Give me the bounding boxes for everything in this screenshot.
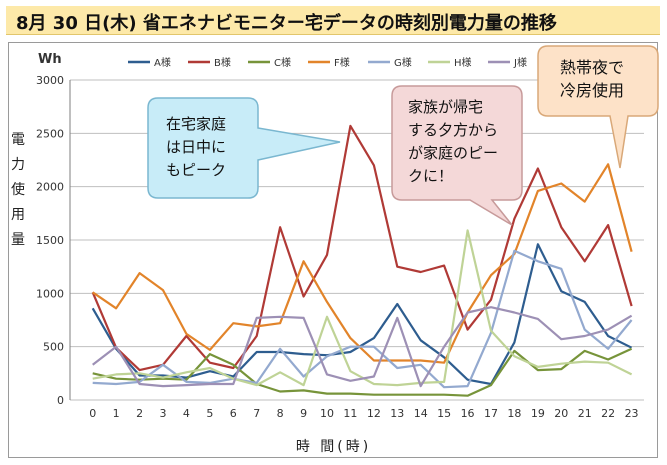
legend-label: B様 bbox=[214, 56, 231, 69]
legend-label: C様 bbox=[274, 56, 291, 69]
callouts bbox=[147, 45, 659, 226]
x-tick-label: 19 bbox=[531, 407, 545, 420]
series-lines bbox=[91, 124, 633, 397]
y-axis-label: 電力使用量 bbox=[11, 132, 25, 248]
x-tick-label: 14 bbox=[414, 407, 428, 420]
series-line-5 bbox=[92, 249, 633, 389]
callout-evening-peak-label: 家族が帰宅 する夕方から が家庭のピー クに！ bbox=[408, 98, 499, 185]
x-tick-label: 8 bbox=[277, 407, 284, 420]
callout-tropical-night-label: 熱帯夜で 冷房使用 bbox=[560, 58, 625, 100]
title-bar: 8月 30 日(木) 省エネナビモニター宅データの時刻別電力量の推移 bbox=[6, 6, 660, 35]
x-tick-label: 17 bbox=[484, 407, 498, 420]
series-line-7 bbox=[92, 306, 633, 388]
y-tick-label: 500 bbox=[43, 341, 64, 354]
x-tick-label: 12 bbox=[367, 407, 381, 420]
x-tick-label: 10 bbox=[320, 407, 334, 420]
legend-label: A様 bbox=[154, 56, 171, 69]
y-tick-label: 1000 bbox=[36, 287, 64, 300]
y-tick-label: 2500 bbox=[36, 127, 64, 140]
x-tick-label: 18 bbox=[507, 407, 521, 420]
x-tick-label: 3 bbox=[160, 407, 167, 420]
x-tick-label: 23 bbox=[625, 407, 639, 420]
legend-label: J様 bbox=[513, 56, 527, 69]
callout-tropical-night bbox=[537, 45, 659, 169]
callout-evening-peak bbox=[391, 85, 523, 226]
x-tick-label: 16 bbox=[461, 407, 475, 420]
y-tick-label: 3000 bbox=[36, 74, 64, 87]
x-tick-label: 2 bbox=[136, 407, 143, 420]
page-title: 8月 30 日(木) 省エネナビモニター宅データの時刻別電力量の推移 bbox=[16, 13, 557, 34]
x-tick-label: 0 bbox=[89, 407, 96, 420]
x-tick-label: 13 bbox=[390, 407, 404, 420]
legend-label: F様 bbox=[334, 56, 350, 69]
legend-label: G様 bbox=[394, 56, 412, 69]
series-line-4 bbox=[92, 163, 633, 364]
y-tick-label: 1500 bbox=[36, 234, 64, 247]
callout-home-daytime bbox=[147, 97, 341, 199]
callout-tropical-night-text: 熱帯夜で 冷房使用 bbox=[560, 56, 624, 102]
callout-evening-peak-text: 家族が帰宅 する夕方から が家庭のピー クに！ bbox=[408, 96, 498, 188]
x-tick-label: 1 bbox=[113, 407, 120, 420]
y-tick-label: 0 bbox=[57, 394, 64, 407]
x-tick-label: 6 bbox=[230, 407, 237, 420]
series-line-1 bbox=[91, 243, 633, 386]
x-tick-label: 21 bbox=[578, 407, 592, 420]
x-tick-label: 9 bbox=[300, 407, 307, 420]
x-tick-label: 11 bbox=[343, 407, 357, 420]
x-tick-label: 7 bbox=[253, 407, 260, 420]
x-tick-label: 4 bbox=[183, 407, 190, 420]
y-unit-label: Wh bbox=[38, 52, 62, 67]
y-tick-label: 2000 bbox=[36, 181, 64, 194]
legend-label: H様 bbox=[454, 56, 472, 69]
callout-home-daytime-text: 在宅家庭 は日中に もピーク bbox=[166, 113, 226, 182]
x-tick-label: 20 bbox=[554, 407, 568, 420]
callout-home-daytime-label: 在宅家庭 は日中に もピーク bbox=[166, 115, 227, 179]
x-tick-label: 5 bbox=[206, 407, 213, 420]
x-axis-label: 時 間(時) bbox=[295, 439, 372, 455]
x-tick-label: 22 bbox=[601, 407, 615, 420]
x-tick-label: 15 bbox=[437, 407, 451, 420]
legend: A様 B様 C様 F様 G様 H様 J様 bbox=[128, 56, 527, 69]
series-line-2 bbox=[91, 124, 633, 372]
